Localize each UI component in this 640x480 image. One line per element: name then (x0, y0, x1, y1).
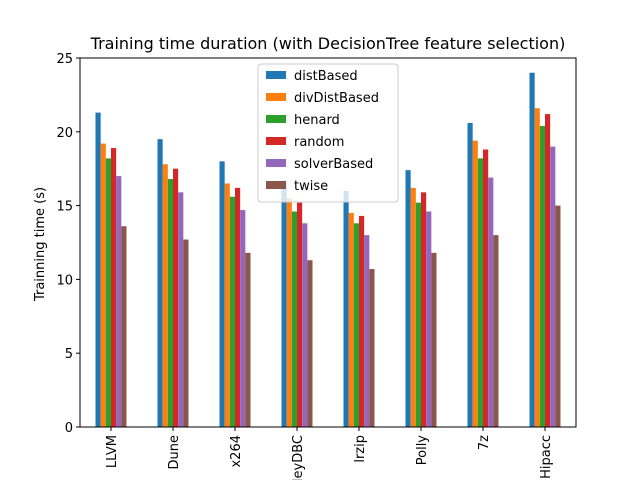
bar (550, 146, 556, 427)
legend-label: twise (294, 179, 328, 194)
y-tick-label: 15 (56, 200, 73, 215)
bar (219, 161, 225, 427)
x-tick-label: x264 (229, 435, 244, 468)
x-tick-label: Dune (167, 435, 182, 470)
bar (467, 122, 473, 427)
bar (183, 239, 189, 427)
bar (157, 139, 163, 427)
x-tick-label: Hipacc (539, 435, 554, 479)
legend-label: henard (294, 113, 340, 128)
bar (307, 260, 313, 427)
bar (348, 212, 354, 427)
bar (545, 114, 551, 427)
legend-swatch (266, 181, 286, 189)
bar (415, 202, 421, 427)
bar (410, 187, 416, 427)
bar (364, 235, 370, 427)
bar (286, 198, 292, 427)
legend-label: solverBased (294, 157, 373, 172)
x-tick-label: BerkeleyDBC (291, 435, 306, 480)
legend-label: distBased (294, 69, 358, 84)
legend-swatch (266, 159, 286, 167)
bar (488, 177, 494, 427)
bar (224, 183, 230, 427)
bar (281, 180, 287, 427)
bar (483, 149, 489, 427)
bar (529, 72, 535, 427)
bar (178, 192, 184, 427)
bar (534, 108, 540, 428)
bar (235, 187, 241, 427)
bar (291, 211, 297, 427)
legend-box (257, 63, 399, 203)
bar (431, 252, 437, 427)
bar (173, 168, 179, 427)
legend-swatch (266, 93, 286, 101)
bar (116, 176, 122, 427)
bar (477, 158, 483, 428)
bar (105, 158, 111, 428)
y-tick-label: 20 (56, 126, 73, 141)
bar (240, 210, 246, 427)
bar (229, 196, 235, 427)
bar (555, 205, 561, 427)
y-axis-label: Trainning time (s) (33, 187, 48, 302)
bar (353, 223, 359, 427)
y-tick-label: 25 (56, 52, 73, 67)
y-tick-label: 10 (56, 273, 73, 288)
legend-swatch (266, 137, 286, 145)
x-tick-label: lrzip (353, 435, 368, 463)
x-tick-label: Polly (415, 435, 430, 466)
legend-label: divDistBased (294, 91, 379, 106)
legend-swatch (266, 71, 286, 79)
bar (359, 215, 365, 427)
bar (369, 269, 375, 427)
bar (297, 202, 303, 427)
bar (245, 252, 251, 427)
bar (100, 143, 106, 427)
bar (539, 125, 545, 428)
bar (111, 148, 117, 427)
bar (405, 170, 411, 427)
bar (426, 211, 432, 427)
bar (472, 140, 478, 427)
x-tick-label: LLVM (105, 435, 120, 468)
bar (421, 192, 427, 427)
bar (121, 226, 127, 427)
bar (302, 223, 308, 427)
bar (167, 179, 173, 427)
chart-title: Training time duration (with DecisionTre… (90, 34, 566, 53)
x-tick-label: 7z (477, 435, 492, 450)
bar (162, 164, 168, 427)
bar (95, 112, 101, 427)
y-tick-label: 5 (65, 347, 73, 362)
legend-label: random (294, 135, 344, 150)
bar (493, 235, 499, 427)
y-tick-label: 0 (65, 421, 73, 436)
bar (343, 190, 349, 427)
legend-swatch (266, 115, 286, 123)
axes-frame (79, 57, 577, 428)
